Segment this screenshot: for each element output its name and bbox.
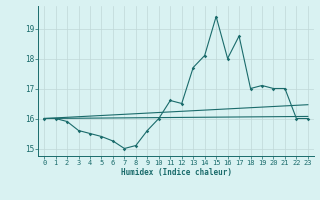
- X-axis label: Humidex (Indice chaleur): Humidex (Indice chaleur): [121, 168, 231, 177]
